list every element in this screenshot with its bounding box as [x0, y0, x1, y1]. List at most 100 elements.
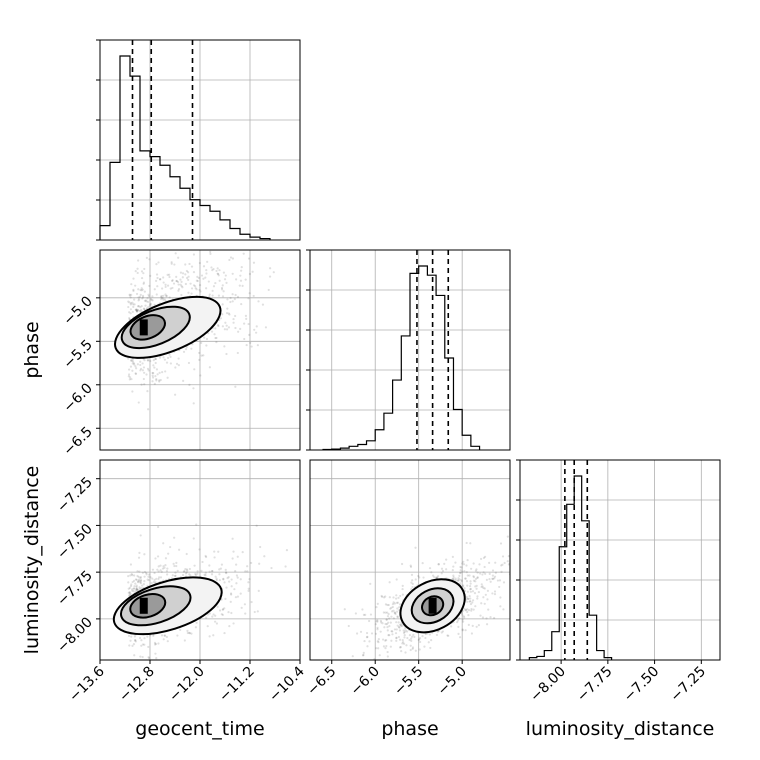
- sample-point: [147, 645, 150, 649]
- sample-point: [138, 586, 141, 589]
- sample-point: [192, 284, 196, 287]
- sample-point: [395, 601, 398, 604]
- sample-point: [218, 573, 221, 576]
- sample-point: [423, 645, 426, 648]
- sample-point: [248, 578, 251, 581]
- sample-point: [399, 624, 402, 627]
- sample-point: [445, 568, 448, 571]
- sample-point: [405, 644, 408, 647]
- sample-point: [354, 612, 357, 615]
- sample-point: [227, 576, 230, 579]
- sample-point: [175, 279, 178, 283]
- sample-point: [153, 571, 156, 575]
- sample-point: [377, 647, 380, 650]
- sample-point: [464, 608, 468, 612]
- sample-point: [481, 616, 485, 619]
- sample-point: [248, 292, 251, 295]
- sample-point: [131, 390, 134, 393]
- sample-point: [187, 278, 190, 281]
- sample-point: [461, 628, 464, 631]
- sample-point: [376, 640, 379, 643]
- sample-point: [411, 646, 415, 649]
- sample-point: [417, 574, 420, 578]
- sample-point: [522, 553, 524, 555]
- sample-point: [480, 602, 483, 605]
- sample-point: [142, 281, 146, 284]
- sample-point: [185, 568, 189, 571]
- sample-point: [461, 613, 464, 616]
- xlabel-geocent-time: geocent_time: [135, 718, 264, 740]
- sample-point: [143, 299, 147, 302]
- sample-point: [215, 341, 218, 344]
- sample-point: [219, 567, 223, 570]
- sample-point: [499, 605, 502, 608]
- sample-point: [479, 557, 483, 561]
- sample-point: [389, 645, 392, 648]
- sample-point: [394, 612, 397, 616]
- sample-point: [469, 582, 472, 585]
- sample-point: [461, 585, 465, 588]
- sample-point: [181, 272, 185, 275]
- sample-point: [163, 634, 166, 637]
- sample-point: [424, 636, 427, 640]
- sample-point: [205, 616, 208, 619]
- sample-point: [270, 566, 273, 570]
- sample-point: [220, 613, 223, 616]
- sample-point: [244, 314, 248, 317]
- sample-point: [206, 625, 209, 628]
- sample-point: [174, 393, 177, 396]
- sample-point: [217, 294, 221, 297]
- sample-point: [155, 368, 159, 371]
- sample-point: [208, 295, 211, 298]
- sample-point: [189, 574, 192, 577]
- sample-point: [215, 578, 218, 582]
- sample-point: [451, 578, 454, 581]
- sample-point: [221, 613, 224, 616]
- sample-point: [178, 548, 181, 551]
- sample-point: [153, 382, 156, 385]
- sample-point: [146, 578, 149, 581]
- histogram-phase: [322, 265, 481, 451]
- sample-point: [375, 647, 378, 650]
- sample-point: [164, 634, 167, 637]
- sample-point: [159, 378, 162, 382]
- sample-point: [452, 576, 455, 579]
- sample-point: [261, 303, 265, 306]
- sample-point: [401, 587, 404, 591]
- sample-point: [192, 387, 195, 390]
- sample-point: [435, 576, 439, 579]
- sample-point: [410, 573, 414, 576]
- sample-point: [134, 639, 137, 642]
- sample-point: [466, 600, 469, 603]
- sample-point: [195, 621, 198, 624]
- sample-point: [183, 570, 186, 573]
- sample-point: [159, 564, 162, 567]
- sample-point: [452, 565, 455, 568]
- sample-point: [135, 308, 138, 311]
- sample-point: [174, 252, 177, 255]
- sample-point: [410, 581, 413, 584]
- sample-point: [469, 542, 472, 545]
- sample-point: [387, 603, 390, 607]
- contour-line: [421, 595, 445, 617]
- sample-point: [160, 298, 163, 301]
- sample-point: [223, 345, 226, 348]
- sample-point: [142, 307, 145, 310]
- sample-point: [362, 651, 365, 655]
- sample-point: [228, 580, 231, 583]
- sample-point: [136, 580, 140, 583]
- sample-point: [151, 299, 154, 302]
- sample-point: [139, 288, 142, 292]
- sample-point: [224, 571, 228, 574]
- sample-point: [472, 562, 475, 565]
- sample-point: [483, 565, 486, 569]
- sample-point: [406, 636, 409, 640]
- sample-point: [451, 577, 454, 581]
- sample-point: [469, 587, 472, 591]
- sample-point: [154, 652, 157, 655]
- x-tick-label-phase: −6.5: [304, 664, 339, 699]
- sample-point: [140, 308, 143, 312]
- sample-point: [134, 308, 137, 311]
- panel-content: [112, 523, 289, 660]
- sample-point: [388, 624, 391, 628]
